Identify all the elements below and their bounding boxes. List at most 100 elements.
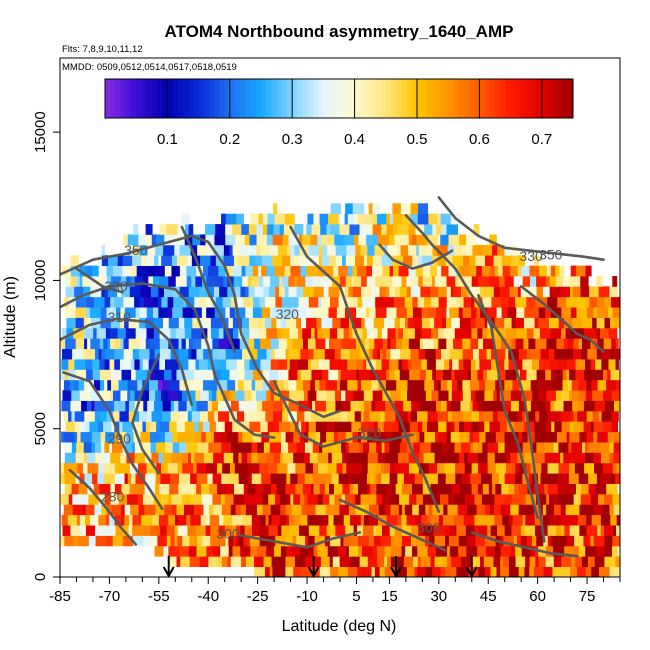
heatmap-cell [191,493,203,505]
heatmap-cell [504,431,508,443]
heatmap-cell [199,296,207,308]
heatmap-cell [222,400,232,412]
heatmap-cell [294,514,302,526]
heatmap-cell [146,255,155,266]
heatmap-cell [456,525,467,536]
heatmap-cell [349,348,360,360]
heatmap-cell [292,535,297,547]
heatmap-cell [460,566,470,577]
heatmap-cell [302,234,311,246]
heatmap-cell [484,421,490,433]
heatmap-cell [126,431,134,443]
heatmap-cell [170,535,175,547]
heatmap-cell [270,338,280,350]
heatmap-cell [585,545,597,557]
heatmap-cell [597,307,609,318]
heatmap-cell [310,545,315,557]
heatmap-cell [568,442,572,453]
heatmap-cell [508,556,513,568]
heatmap-cell [593,421,604,433]
heatmap-cell [534,431,539,443]
heatmap-cell [358,234,367,246]
heatmap-cell [402,410,409,422]
heatmap-cell [470,442,474,453]
heatmap-cell [398,327,404,339]
heatmap-cell [419,442,432,453]
heatmap-cell [345,390,355,401]
heatmap-cell [513,566,520,577]
heatmap-cell [304,452,311,464]
heatmap-cell [345,203,354,215]
heatmap-cell [404,504,413,516]
heatmap-cell [304,410,312,422]
heatmap-cell [133,410,140,422]
heatmap-cell [490,566,497,577]
heatmap-cell [319,483,326,495]
heatmap-cell [543,535,549,547]
heatmap-cell [206,545,214,557]
heatmap-cell [532,535,537,547]
heatmap-cell [177,431,189,443]
heatmap-cell [356,369,360,381]
heatmap-cell [256,545,267,557]
heatmap-cell [499,275,505,287]
colorbar-swatch [484,79,491,118]
heatmap-cell [547,525,557,536]
heatmap-cell [446,421,451,433]
heatmap-cell [215,421,226,433]
heatmap-cell [503,556,510,568]
heatmap-cell [199,317,212,329]
colorbar-swatch [385,79,392,118]
heatmap-cell [587,556,596,568]
heatmap-cell [430,493,441,505]
heatmap-cell [534,504,541,516]
heatmap-cell [73,535,79,547]
heatmap-cell [274,265,285,277]
heatmap-cell [70,265,81,277]
heatmap-cell [327,244,337,256]
heatmap-cell [311,224,321,235]
contour-label: 330 [104,278,128,294]
x-axis: -85 -70 -55 -40 -25 -10 5 15 30 45 60 75 [49,577,621,605]
contour-line [519,285,605,353]
heatmap-cell [372,348,378,360]
heatmap-cell [176,421,186,433]
heatmap-cell [138,348,150,360]
heatmap-cell [238,379,245,391]
heatmap-cell [68,493,73,505]
heatmap-cell [64,275,69,287]
colorbar-swatch [105,79,111,118]
heatmap-cell [167,307,173,318]
heatmap-cell [450,431,460,443]
heatmap-cell [372,255,382,266]
heatmap-cell [75,338,85,350]
heatmap-cell [287,462,296,474]
heatmap-cell [353,483,359,495]
heatmap-cell [583,400,591,412]
heatmap-cell [171,504,177,516]
heatmap-cell [518,400,527,412]
heatmap-cell [458,545,467,557]
heatmap-cell [426,473,439,484]
heatmap-cell [521,265,530,277]
heatmap-cell [562,379,569,391]
heatmap-cell [127,473,132,484]
contour-line [60,317,194,407]
heatmap-cell [279,514,287,526]
heatmap-cell [549,286,561,298]
colorbar-swatch [151,79,158,118]
heatmap-cell [519,379,532,391]
heatmap-cell [328,452,333,464]
heatmap-cell [332,317,341,329]
heatmap-cell [596,317,605,329]
heatmap-cell [64,452,77,464]
heatmap-cell [98,348,102,360]
heatmap-cell [603,369,608,381]
heatmap-cell [610,317,615,329]
heatmap-cell [510,452,518,464]
heatmap-cell [417,410,428,422]
heatmap-cell [584,327,593,339]
heatmap-cell [447,379,453,391]
heatmap-cell [266,327,278,339]
heatmap-cell [115,307,121,318]
